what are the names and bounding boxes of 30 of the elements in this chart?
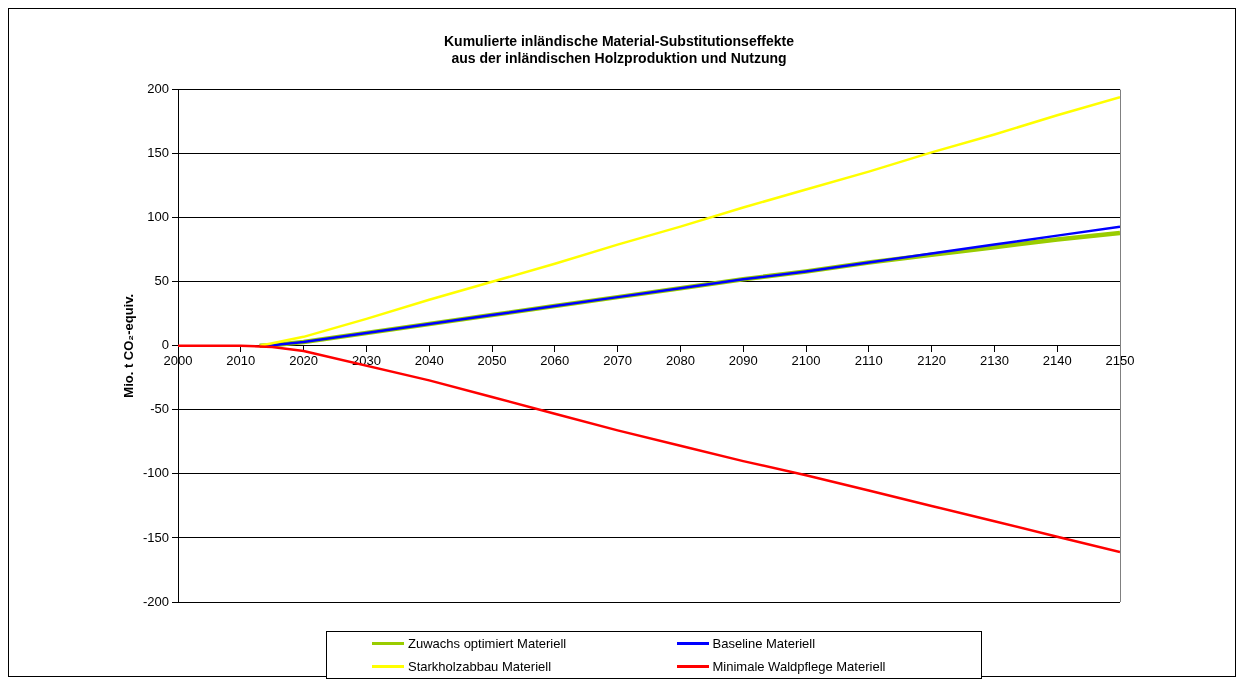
x-tick-label: 2100 bbox=[791, 353, 821, 369]
x-tick-label: 2050 bbox=[477, 353, 507, 369]
legend-label: Baseline Materiell bbox=[712, 636, 816, 651]
y-tick-label: 50 bbox=[154, 273, 169, 289]
x-tick-label: 2090 bbox=[728, 353, 758, 369]
x-tick-label: 2080 bbox=[665, 353, 695, 369]
legend-label: Starkholzabbau Materiell bbox=[408, 659, 552, 674]
y-tick-label: -200 bbox=[142, 593, 169, 609]
y-tick-label: 100 bbox=[147, 209, 169, 225]
x-tick-label: 2020 bbox=[289, 353, 319, 369]
y-tick-label: -100 bbox=[142, 465, 169, 481]
legend-label: Zuwachs optimiert Materiell bbox=[408, 636, 567, 651]
x-tick-label: 2030 bbox=[351, 353, 381, 369]
x-tick-label: 2110 bbox=[854, 353, 883, 369]
x-tick-label: 2070 bbox=[603, 353, 633, 369]
x-tick-label: 2140 bbox=[1042, 353, 1072, 369]
x-tick-label: 2010 bbox=[226, 353, 256, 369]
y-tick-label: 0 bbox=[161, 337, 169, 353]
x-tick-label: 2130 bbox=[979, 353, 1009, 369]
y-axis-title: Mio. t CO₂-equiv. bbox=[121, 293, 137, 398]
x-tick-label: 2060 bbox=[540, 353, 570, 369]
x-tick-label: 2150 bbox=[1105, 353, 1135, 369]
x-tick-label: 2120 bbox=[917, 353, 947, 369]
y-tick-label: 200 bbox=[147, 81, 169, 97]
y-tick-label: -50 bbox=[150, 401, 169, 417]
y-tick-label: -150 bbox=[142, 529, 169, 545]
y-tick-label: 150 bbox=[147, 145, 169, 161]
legend-label: Minimale Waldpflege Materiell bbox=[712, 659, 886, 674]
chart-title: Kumulierte inländische Material-Substitutionseffekte aus der inländischen Holzproduktion und Nutzung bbox=[443, 33, 795, 67]
x-tick-label: 2040 bbox=[414, 353, 444, 369]
